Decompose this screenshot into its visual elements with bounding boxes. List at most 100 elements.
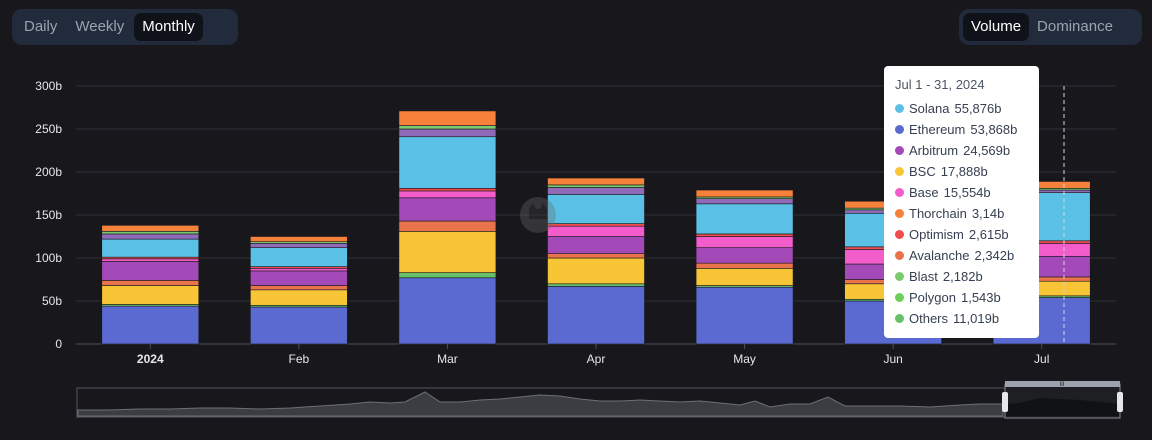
bar-segment[interactable] (547, 187, 645, 195)
y-tick-label: 0 (55, 337, 62, 351)
legend-dot-icon (895, 125, 904, 134)
tooltip-series-name: Solana (909, 101, 950, 116)
bar-segment[interactable] (695, 189, 794, 198)
bar-segment[interactable] (547, 253, 645, 259)
bar-stack[interactable] (547, 177, 645, 345)
tooltip-series-name: Others (909, 311, 949, 326)
bar-segment[interactable] (398, 188, 497, 192)
tooltip-series-value: 2,182b (942, 269, 983, 284)
bar-segment[interactable] (101, 280, 200, 286)
volume-button[interactable]: Volume (963, 13, 1030, 41)
weekly-button[interactable]: Weekly (75, 18, 125, 35)
bar-segment[interactable] (695, 262, 794, 269)
bar-segment[interactable] (695, 247, 794, 264)
bar-segment[interactable] (250, 306, 348, 345)
bar-stack[interactable] (695, 189, 794, 345)
bar-segment[interactable] (695, 236, 794, 248)
bar-segment[interactable] (547, 177, 645, 186)
y-tick-label: 50b (42, 294, 62, 308)
bar-segment[interactable] (547, 286, 645, 345)
bar-segment[interactable] (547, 194, 645, 224)
tooltip-series-value: 2,342b (974, 248, 1015, 263)
bar-segment[interactable] (398, 197, 497, 222)
bar-segment[interactable] (695, 268, 794, 286)
y-tick-label: 100b (35, 251, 62, 265)
bar-segment[interactable] (101, 285, 200, 305)
bar-segment[interactable] (398, 277, 497, 345)
tooltip-row: Polygon 1,543b (895, 287, 1028, 308)
legend-dot-icon (895, 251, 904, 260)
bar-stack[interactable] (101, 225, 200, 345)
bar-segment[interactable] (547, 225, 645, 237)
bar-segment[interactable] (695, 203, 794, 235)
legend-dot-icon (895, 272, 904, 281)
tooltip-series-name: Optimism (909, 227, 964, 242)
tooltip-row: Blast 2,182b (895, 266, 1028, 287)
tooltip-series-value: 17,888b (940, 164, 988, 179)
bar-segment[interactable] (547, 223, 645, 227)
tooltip-series-name: Polygon (909, 290, 956, 305)
daily-button[interactable]: Daily (24, 18, 58, 35)
bar-segment[interactable] (250, 243, 348, 248)
tooltip-row: Optimism 2,615b (895, 224, 1028, 245)
legend-dot-icon (895, 104, 904, 113)
bar-segment[interactable] (547, 184, 645, 188)
legend-dot-icon (895, 167, 904, 176)
bar-segment[interactable] (547, 236, 645, 255)
bar-segment[interactable] (250, 289, 348, 306)
range-navigator[interactable]: III (76, 381, 1123, 419)
bar-segment[interactable] (101, 233, 200, 240)
bar-segment[interactable] (398, 272, 497, 279)
navigator-drag-bar[interactable] (1005, 381, 1120, 387)
tooltip-series-value: 55,876b (954, 101, 1002, 116)
bar-segment[interactable] (250, 236, 348, 242)
bar-stack[interactable] (398, 110, 497, 345)
bar-segment[interactable] (398, 136, 497, 189)
bar-segment[interactable] (398, 190, 497, 199)
bar-segment[interactable] (398, 110, 497, 126)
tooltip-series-value: 15,554b (943, 185, 991, 200)
bar-segment[interactable] (695, 286, 794, 345)
bar-segment[interactable] (250, 268, 348, 272)
y-tick-label: 300b (35, 79, 62, 93)
bar-segment[interactable] (547, 283, 645, 287)
y-tick-label: 250b (35, 122, 62, 136)
bar-segment[interactable] (250, 270, 348, 286)
bar-segment[interactable] (101, 258, 200, 262)
navigator-grip-icon: III (1059, 382, 1064, 388)
bar-segment[interactable] (101, 225, 200, 232)
bar-segment[interactable] (101, 261, 200, 281)
tooltip-title: Jul 1 - 31, 2024 (895, 77, 985, 92)
bar-segment[interactable] (101, 238, 200, 258)
monthly-button[interactable]: Monthly (134, 13, 203, 41)
bar-segment[interactable] (398, 220, 497, 232)
bar-segment[interactable] (101, 231, 200, 235)
y-axis: 0 50b 100b 150b 200b 250b 300b (35, 79, 62, 351)
tooltip-series-name: Arbitrum (909, 143, 959, 158)
bar-stack[interactable] (250, 236, 348, 345)
tooltip-series-value: 53,868b (970, 122, 1018, 137)
bar-segment[interactable] (695, 198, 794, 205)
legend-dot-icon (895, 230, 904, 239)
bar-segment[interactable] (398, 231, 497, 273)
dominance-button[interactable]: Dominance (1037, 18, 1113, 35)
tooltip-series-value: 11,019b (953, 311, 1000, 326)
bar-segment[interactable] (547, 257, 645, 285)
tooltip-row: Arbitrum 24,569b (895, 140, 1028, 161)
legend-dot-icon (895, 209, 904, 218)
bars[interactable] (101, 110, 1091, 345)
x-tick-label: Apr (587, 352, 606, 366)
bar-segment[interactable] (695, 233, 794, 237)
x-tick-label: Feb (289, 352, 310, 366)
y-tick-label: 150b (35, 208, 62, 222)
period-toggle: Daily Weekly Monthly (12, 9, 238, 45)
bar-segment[interactable] (398, 125, 497, 130)
bar-segment[interactable] (398, 128, 497, 138)
navigator-left-handle[interactable] (1002, 392, 1008, 412)
navigator-right-handle[interactable] (1117, 392, 1123, 412)
tooltip-series-value: 24,569b (963, 143, 1011, 158)
bar-segment[interactable] (250, 285, 348, 291)
bar-segment[interactable] (250, 247, 348, 267)
bar-segment[interactable] (101, 305, 200, 345)
y-tick-label: 200b (35, 165, 62, 179)
